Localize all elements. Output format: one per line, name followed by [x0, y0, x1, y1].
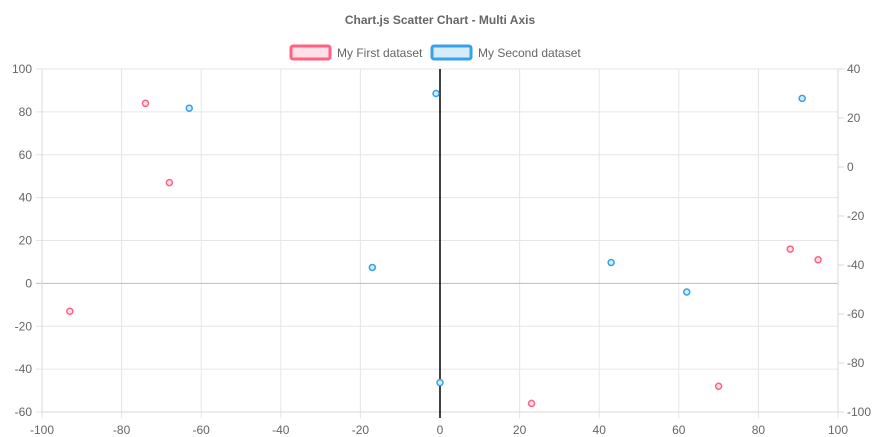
y-left-tick-label: 60	[19, 148, 33, 162]
data-point-series-2[interactable]	[432, 89, 440, 98]
y-axis-left-ticks: 100 80 60 40 20 0 -20 -40 -60	[12, 62, 32, 419]
x-tick-label: -100	[30, 423, 54, 437]
data-points	[66, 89, 822, 408]
y-right-tick-label: 20	[847, 111, 861, 125]
x-axis-ticks: -100 -80 -60 -40 -20 0 20 40 60 80 100	[30, 423, 848, 437]
data-point-series-2[interactable]	[368, 263, 377, 272]
data-point-series-1[interactable]	[814, 256, 822, 264]
data-point-series-1[interactable]	[527, 399, 536, 408]
x-tick-label: -60	[193, 423, 211, 437]
y-left-tick-label: -60	[15, 405, 33, 419]
x-tick-label: 40	[593, 423, 607, 437]
y-right-tick-label: -20	[847, 209, 865, 223]
y-left-tick-label: 80	[19, 105, 33, 119]
legend-swatch-first[interactable]	[289, 44, 332, 61]
legend: My First dataset My Second dataset	[289, 44, 581, 61]
y-left-tick-label: -20	[15, 319, 33, 333]
x-tick-label: 60	[672, 423, 686, 437]
y-left-tick-label: -40	[15, 362, 33, 376]
y-left-tick-label: 100	[12, 62, 32, 76]
data-point-series-1[interactable]	[165, 178, 174, 187]
y-left-tick-label: 0	[25, 276, 32, 290]
x-tick-label: 20	[513, 423, 527, 437]
data-point-series-1[interactable]	[786, 245, 794, 253]
y-axis-right-ticks: 40 20 0 -20 -40 -60 -80 -100	[838, 62, 871, 419]
data-point-series-1[interactable]	[66, 307, 74, 315]
data-point-series-2[interactable]	[436, 378, 444, 387]
x-tick-label: -20	[352, 423, 370, 437]
data-point-series-2[interactable]	[607, 258, 615, 267]
y-right-tick-label: -40	[847, 258, 865, 272]
y-right-tick-label: 40	[847, 62, 861, 76]
y-right-tick-label: -60	[847, 307, 865, 321]
data-point-series-1[interactable]	[714, 382, 723, 391]
legend-swatch-second[interactable]	[430, 44, 473, 61]
y-right-tick-label: -80	[847, 356, 865, 370]
grid	[36, 68, 839, 418]
axes	[41, 69, 839, 418]
x-tick-label: -40	[272, 423, 290, 437]
y-left-tick-label: 20	[19, 234, 33, 248]
x-tick-label: 100	[828, 423, 848, 437]
x-tick-label: -80	[113, 423, 131, 437]
y-right-tick-label: -100	[847, 405, 871, 419]
data-point-series-2[interactable]	[683, 288, 691, 296]
data-point-series-1[interactable]	[141, 99, 150, 108]
y-right-tick-label: 0	[847, 160, 854, 174]
x-tick-label: 80	[752, 423, 766, 437]
legend-label-second[interactable]: My Second dataset	[478, 46, 581, 60]
y-left-tick-label: 40	[19, 191, 33, 205]
legend-label-first[interactable]: My First dataset	[337, 46, 423, 60]
chart-title: Chart.js Scatter Chart - Multi Axis	[345, 13, 536, 27]
data-point-series-2[interactable]	[798, 94, 806, 103]
data-point-series-2[interactable]	[185, 104, 194, 112]
x-tick-label: 0	[437, 423, 444, 437]
